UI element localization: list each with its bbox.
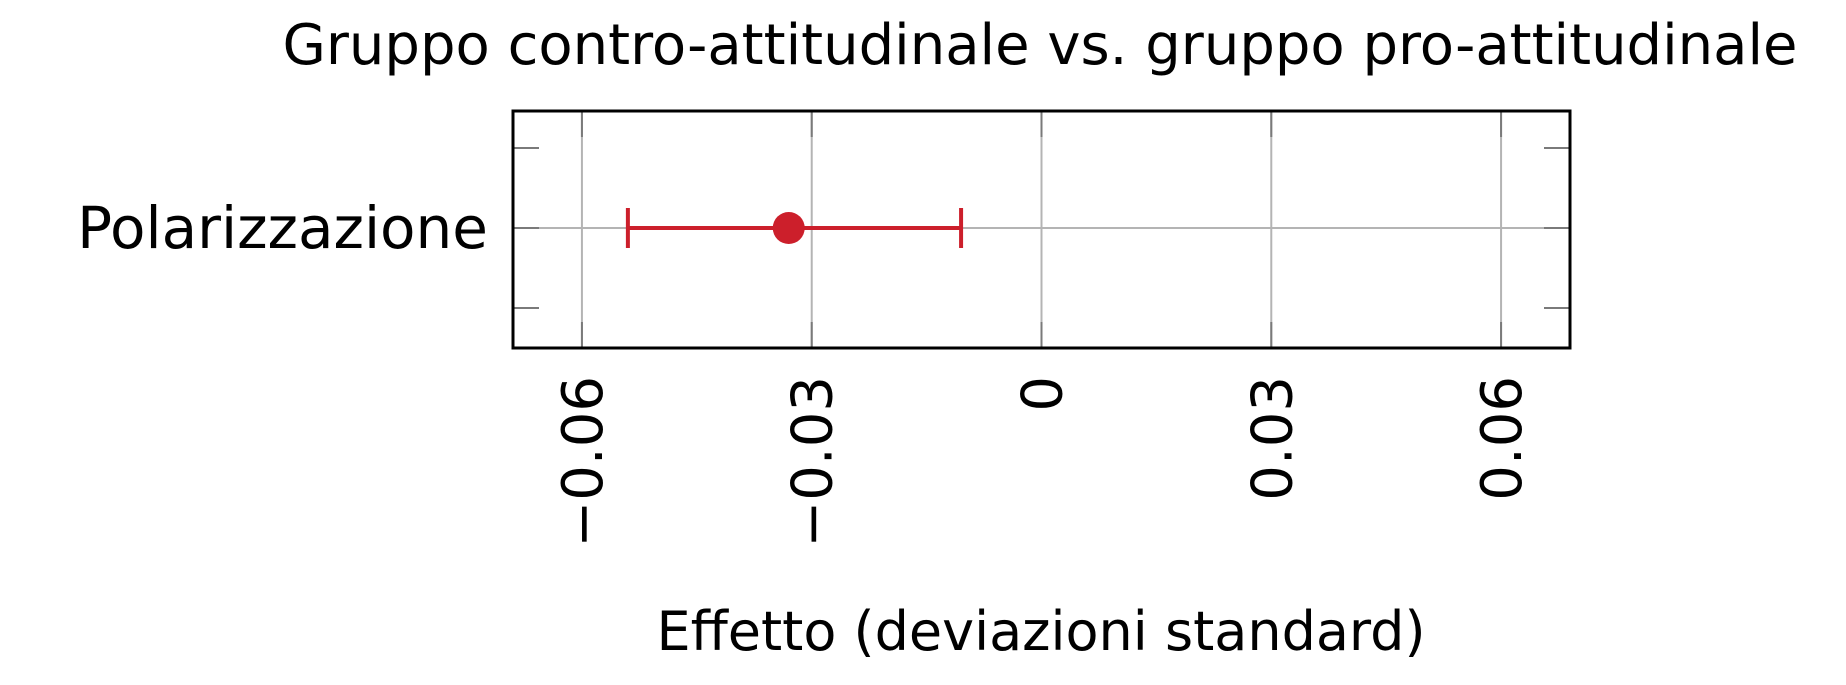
x-tick-label: 0.06 (1470, 376, 1535, 501)
tick-marks (513, 111, 1570, 348)
plot-frame (511, 109, 1572, 350)
chart-title: Gruppo contro-attitudinale vs. gruppo pr… (283, 13, 1798, 78)
tick-labels: −0.06 −0.03 0 0.03 0.06 (551, 376, 1535, 548)
x-tick-label: −0.06 (551, 376, 616, 548)
estimate-point (772, 212, 805, 244)
x-axis-label: Effetto (deviazioni standard) (656, 600, 1425, 663)
category-labels: Polarizzazione (77, 194, 488, 262)
x-tick-label: −0.03 (781, 376, 846, 548)
x-tick-label: 0 (1011, 376, 1076, 412)
data-marks (625, 208, 964, 248)
category-label: Polarizzazione (77, 194, 488, 262)
x-tick-label: 0.03 (1240, 376, 1305, 501)
